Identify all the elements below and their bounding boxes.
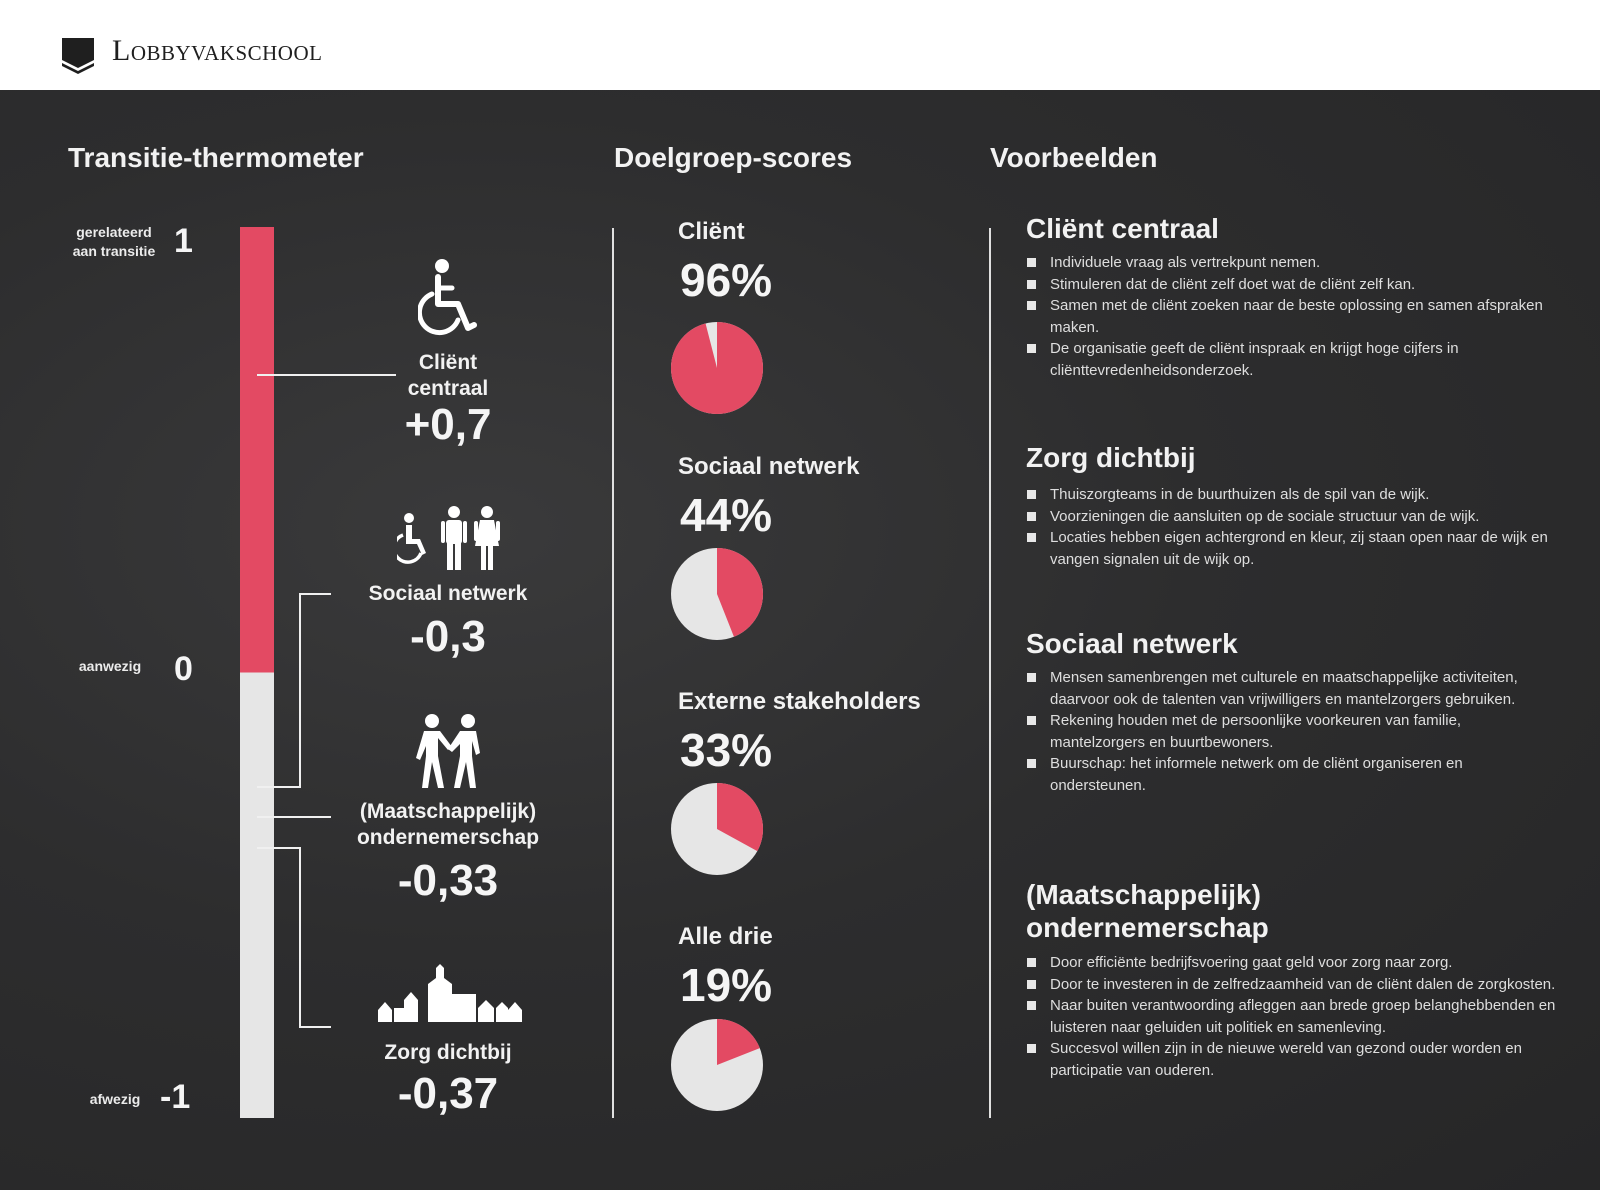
pie-slice-value: [670, 322, 763, 414]
example-item: Individuele vraag als vertrekpunt nemen.: [1026, 252, 1556, 274]
pie-3: [671, 783, 763, 875]
example-item: Thuiszorgteams in de buurthuizen als de …: [1026, 484, 1556, 506]
family-icon: [397, 506, 500, 570]
score-label-externe-stakeholders: Externe stakeholders: [678, 688, 921, 715]
scale-bottom-label: afwezig: [89, 1091, 141, 1107]
example-title-ondernemerschap: (Maatschappelijk) ondernemerschap: [1026, 879, 1269, 943]
category-zorg-dichtbij-score: -0,37: [397, 1069, 499, 1118]
example-item: Stimuleren dat de cliënt zelf doet wat d…: [1026, 274, 1556, 296]
example-item: Mensen samenbrengen met culturele en maa…: [1026, 667, 1556, 710]
thermometer-empty-bar: [240, 672, 274, 1118]
category-zorg-dichtbij-name: Zorg dichtbij: [384, 1041, 512, 1064]
example-item: Buurschap: het informele netwerk om de c…: [1026, 753, 1556, 796]
pie-slice-value: [717, 1019, 760, 1065]
example-item: Locaties hebben eigen achtergrond en kle…: [1026, 527, 1556, 570]
category-ondernemerschap-score: -0,33: [397, 856, 499, 905]
score-value-sociaal-netwerk: 44%: [680, 489, 773, 541]
pie-4: [671, 1019, 763, 1111]
example-list-client-centraal: Individuele vraag als vertrekpunt nemen.…: [1026, 252, 1556, 381]
shield-logo-icon: [62, 38, 94, 74]
example-title-zorg-dichtbij: Zorg dichtbij: [1026, 442, 1196, 473]
score-label-sociaal-netwerk: Sociaal netwerk: [678, 453, 860, 480]
scale-top-label: gerelateerd aan transitie: [72, 224, 156, 259]
example-list-sociaal-netwerk: Mensen samenbrengen met culturele en maa…: [1026, 667, 1556, 796]
example-item: Door te investeren in de zelfredzaamheid…: [1026, 974, 1556, 996]
thermometer-connectors: [257, 374, 396, 1028]
category-client-centraal-name: Cliënt centraal: [407, 351, 489, 400]
scale-top-value: 1: [174, 222, 193, 260]
example-title-sociaal-netwerk: Sociaal netwerk: [1026, 628, 1238, 659]
example-item: Rekening houden met de persoonlijke voor…: [1026, 710, 1556, 753]
pie-charts: [670, 322, 763, 1111]
scale-mid-value: 0: [174, 650, 193, 688]
pie-1: [670, 322, 763, 414]
example-item: Succesvol willen zijn in de nieuwe werel…: [1026, 1038, 1556, 1081]
score-value-alle-drie: 19%: [680, 959, 773, 1011]
example-item: Samen met de cliënt zoeken naar de beste…: [1026, 295, 1556, 338]
pie-slice-value: [717, 783, 763, 852]
example-list-zorg-dichtbij: Thuiszorgteams in de buurthuizen als de …: [1026, 484, 1556, 570]
category-ondernemerschap-name: (Maatschappelijk) ondernemerschap: [356, 800, 540, 849]
wheelchair-icon: [418, 259, 477, 336]
handshake-icon: [416, 714, 480, 788]
category-sociaal-netwerk-score: -0,3: [410, 612, 486, 661]
scores-title: Doelgroep-scores: [614, 142, 853, 173]
divider-right: [989, 228, 991, 1118]
pie-2: [671, 548, 763, 640]
thermometer-filled-bar: [240, 227, 274, 673]
category-sociaal-netwerk-name: Sociaal netwerk: [368, 582, 528, 605]
example-title-client-centraal: Cliënt centraal: [1026, 213, 1219, 244]
score-label-alle-drie: Alle drie: [678, 923, 773, 950]
scale-mid-label: aanwezig: [78, 658, 142, 674]
thermometer-graphic: [240, 227, 396, 1118]
example-item: Naar buiten verantwoording afleggen aan …: [1026, 995, 1556, 1038]
header-bar: Lobbyvakschool: [0, 0, 1600, 90]
example-item: De organisatie geeft de cliënt inspraak …: [1026, 338, 1556, 381]
village-icon: [378, 964, 522, 1022]
example-item: Voorzieningen die aansluiten op de socia…: [1026, 506, 1556, 528]
score-value-externe-stakeholders: 33%: [680, 724, 773, 776]
examples-title: Voorbeelden: [990, 142, 1158, 173]
connector-sociaal-netwerk: [257, 593, 331, 788]
example-item: Door efficiënte bedrijfsvoering gaat gel…: [1026, 952, 1556, 974]
scale-bottom-value: -1: [160, 1078, 191, 1116]
example-list-ondernemerschap: Door efficiënte bedrijfsvoering gaat gel…: [1026, 952, 1556, 1081]
brand-name: Lobbyvakschool: [112, 34, 323, 67]
divider-left: [612, 228, 614, 1118]
score-label-client: Cliënt: [678, 218, 745, 245]
connector-zorg-dichtbij: [257, 847, 331, 1028]
pie-slice-value: [717, 548, 763, 637]
category-client-centraal-score: +0,7: [404, 400, 492, 449]
score-value-client: 96%: [680, 254, 773, 306]
thermometer-title: Transitie-thermometer: [68, 142, 364, 173]
